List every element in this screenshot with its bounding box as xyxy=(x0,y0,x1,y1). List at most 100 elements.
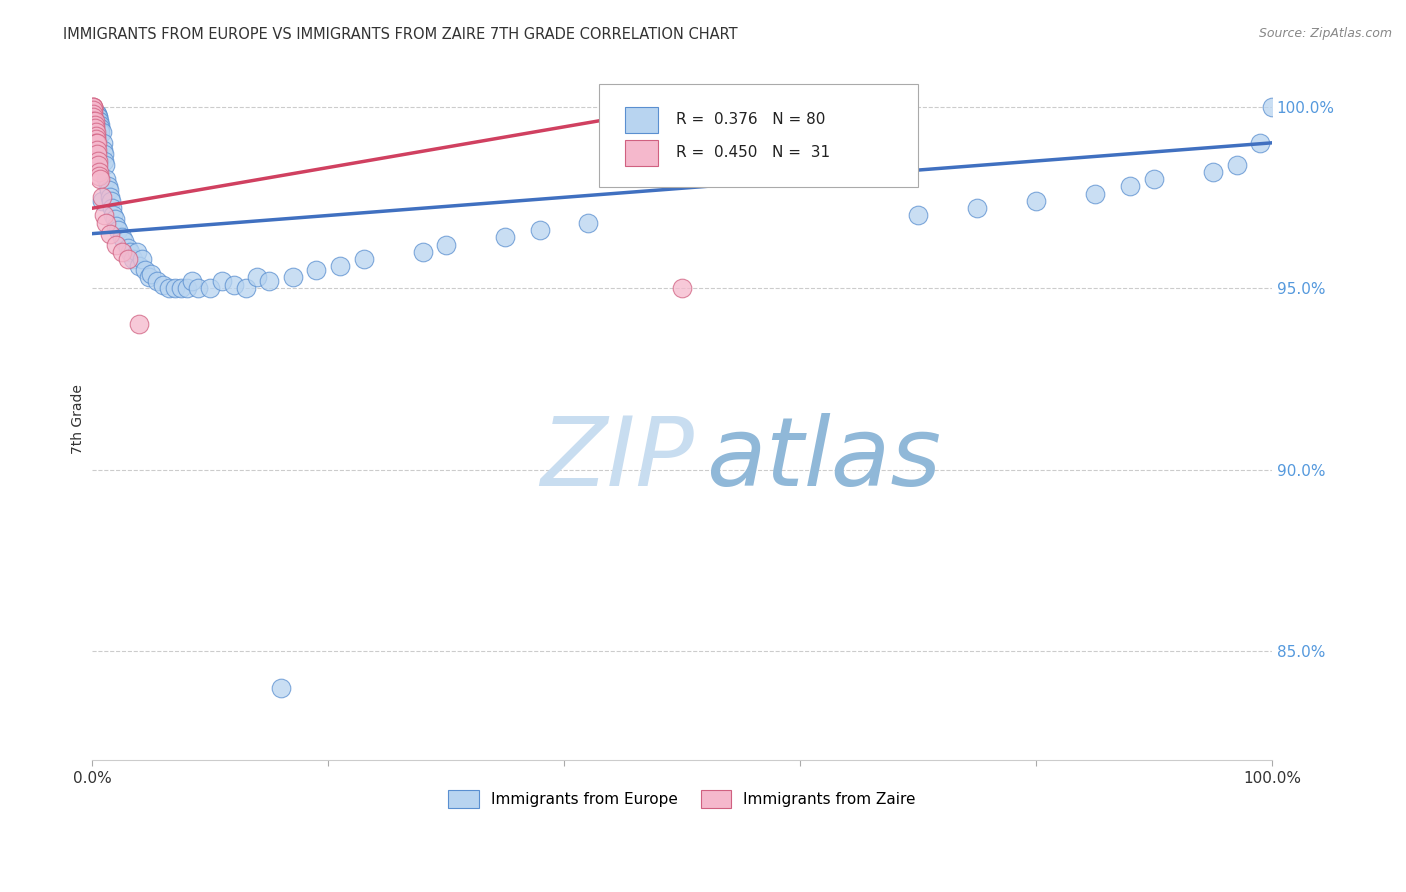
Point xyxy=(93,146,115,161)
Point xyxy=(89,118,111,132)
Point xyxy=(246,270,269,285)
Point xyxy=(138,270,160,285)
Legend: Immigrants from Europe, Immigrants from Zaire: Immigrants from Europe, Immigrants from … xyxy=(441,784,922,814)
Y-axis label: 7th Grade: 7th Grade xyxy=(72,384,86,454)
Point xyxy=(83,121,105,136)
Point xyxy=(281,270,304,285)
Point xyxy=(128,318,150,332)
Point xyxy=(83,107,105,121)
Point xyxy=(1261,99,1284,113)
Point xyxy=(96,172,118,186)
Point xyxy=(84,107,107,121)
Point xyxy=(1202,165,1225,179)
Point xyxy=(1225,158,1247,172)
Point xyxy=(134,263,156,277)
Point xyxy=(100,194,122,208)
Point xyxy=(187,281,209,295)
Point xyxy=(83,114,105,128)
Point xyxy=(90,125,112,139)
Point xyxy=(122,252,145,266)
Point xyxy=(131,252,153,266)
Point xyxy=(104,219,127,234)
Point xyxy=(84,107,107,121)
Point xyxy=(82,111,104,125)
Text: R =  0.450   N =  31: R = 0.450 N = 31 xyxy=(676,145,831,160)
Point xyxy=(84,125,107,139)
Point xyxy=(89,118,111,132)
Point xyxy=(87,114,110,128)
Point xyxy=(87,111,110,125)
Point xyxy=(270,681,292,695)
Point xyxy=(86,107,108,121)
Point xyxy=(1143,172,1166,186)
Point xyxy=(86,111,108,125)
Point xyxy=(87,153,110,168)
Text: atlas: atlas xyxy=(706,413,941,507)
Point xyxy=(86,146,108,161)
Point xyxy=(101,201,124,215)
Point xyxy=(907,209,929,223)
Point xyxy=(329,260,352,274)
Point xyxy=(412,244,434,259)
Point xyxy=(86,111,108,125)
Text: Source: ZipAtlas.com: Source: ZipAtlas.com xyxy=(1258,27,1392,40)
FancyBboxPatch shape xyxy=(626,107,658,133)
Point xyxy=(257,274,280,288)
Point xyxy=(176,281,198,295)
Point xyxy=(89,114,111,128)
Point xyxy=(305,263,328,277)
Point xyxy=(434,237,457,252)
Point xyxy=(89,121,111,136)
Point xyxy=(82,107,104,121)
Point xyxy=(104,212,127,227)
Point xyxy=(103,209,125,223)
Text: R =  0.376   N = 80: R = 0.376 N = 80 xyxy=(676,112,825,128)
Point xyxy=(89,125,111,139)
Point xyxy=(141,267,163,281)
FancyBboxPatch shape xyxy=(626,139,658,166)
Point xyxy=(1249,136,1271,150)
Point xyxy=(96,216,118,230)
Point xyxy=(128,260,150,274)
Point xyxy=(96,179,118,194)
Point xyxy=(529,223,551,237)
Point xyxy=(163,281,186,295)
Point xyxy=(97,183,120,197)
FancyBboxPatch shape xyxy=(599,84,918,186)
Point xyxy=(98,190,121,204)
Point xyxy=(146,274,169,288)
Point xyxy=(107,223,129,237)
Point xyxy=(82,103,104,117)
Point xyxy=(235,281,257,295)
Point xyxy=(93,209,115,223)
Point xyxy=(83,118,105,132)
Point xyxy=(181,274,204,288)
Point xyxy=(576,216,599,230)
Point xyxy=(222,277,245,292)
Point xyxy=(82,99,104,113)
Point xyxy=(83,114,105,128)
Point xyxy=(157,281,180,295)
Point xyxy=(211,274,233,288)
Point xyxy=(89,169,111,183)
Point xyxy=(82,99,104,113)
Point xyxy=(91,143,114,157)
Point xyxy=(84,128,107,143)
Point xyxy=(89,172,111,186)
Point xyxy=(90,194,112,208)
Point xyxy=(86,136,108,150)
Point xyxy=(198,281,221,295)
Point xyxy=(112,234,135,248)
Point xyxy=(93,153,115,168)
Point xyxy=(966,201,988,215)
Point xyxy=(1025,194,1047,208)
Point xyxy=(87,158,110,172)
Point xyxy=(91,136,114,150)
Point xyxy=(84,136,107,150)
Point xyxy=(94,158,117,172)
Point xyxy=(117,241,139,255)
Point xyxy=(111,244,134,259)
Point xyxy=(87,111,110,125)
Point xyxy=(84,132,107,146)
Point xyxy=(1119,179,1142,194)
